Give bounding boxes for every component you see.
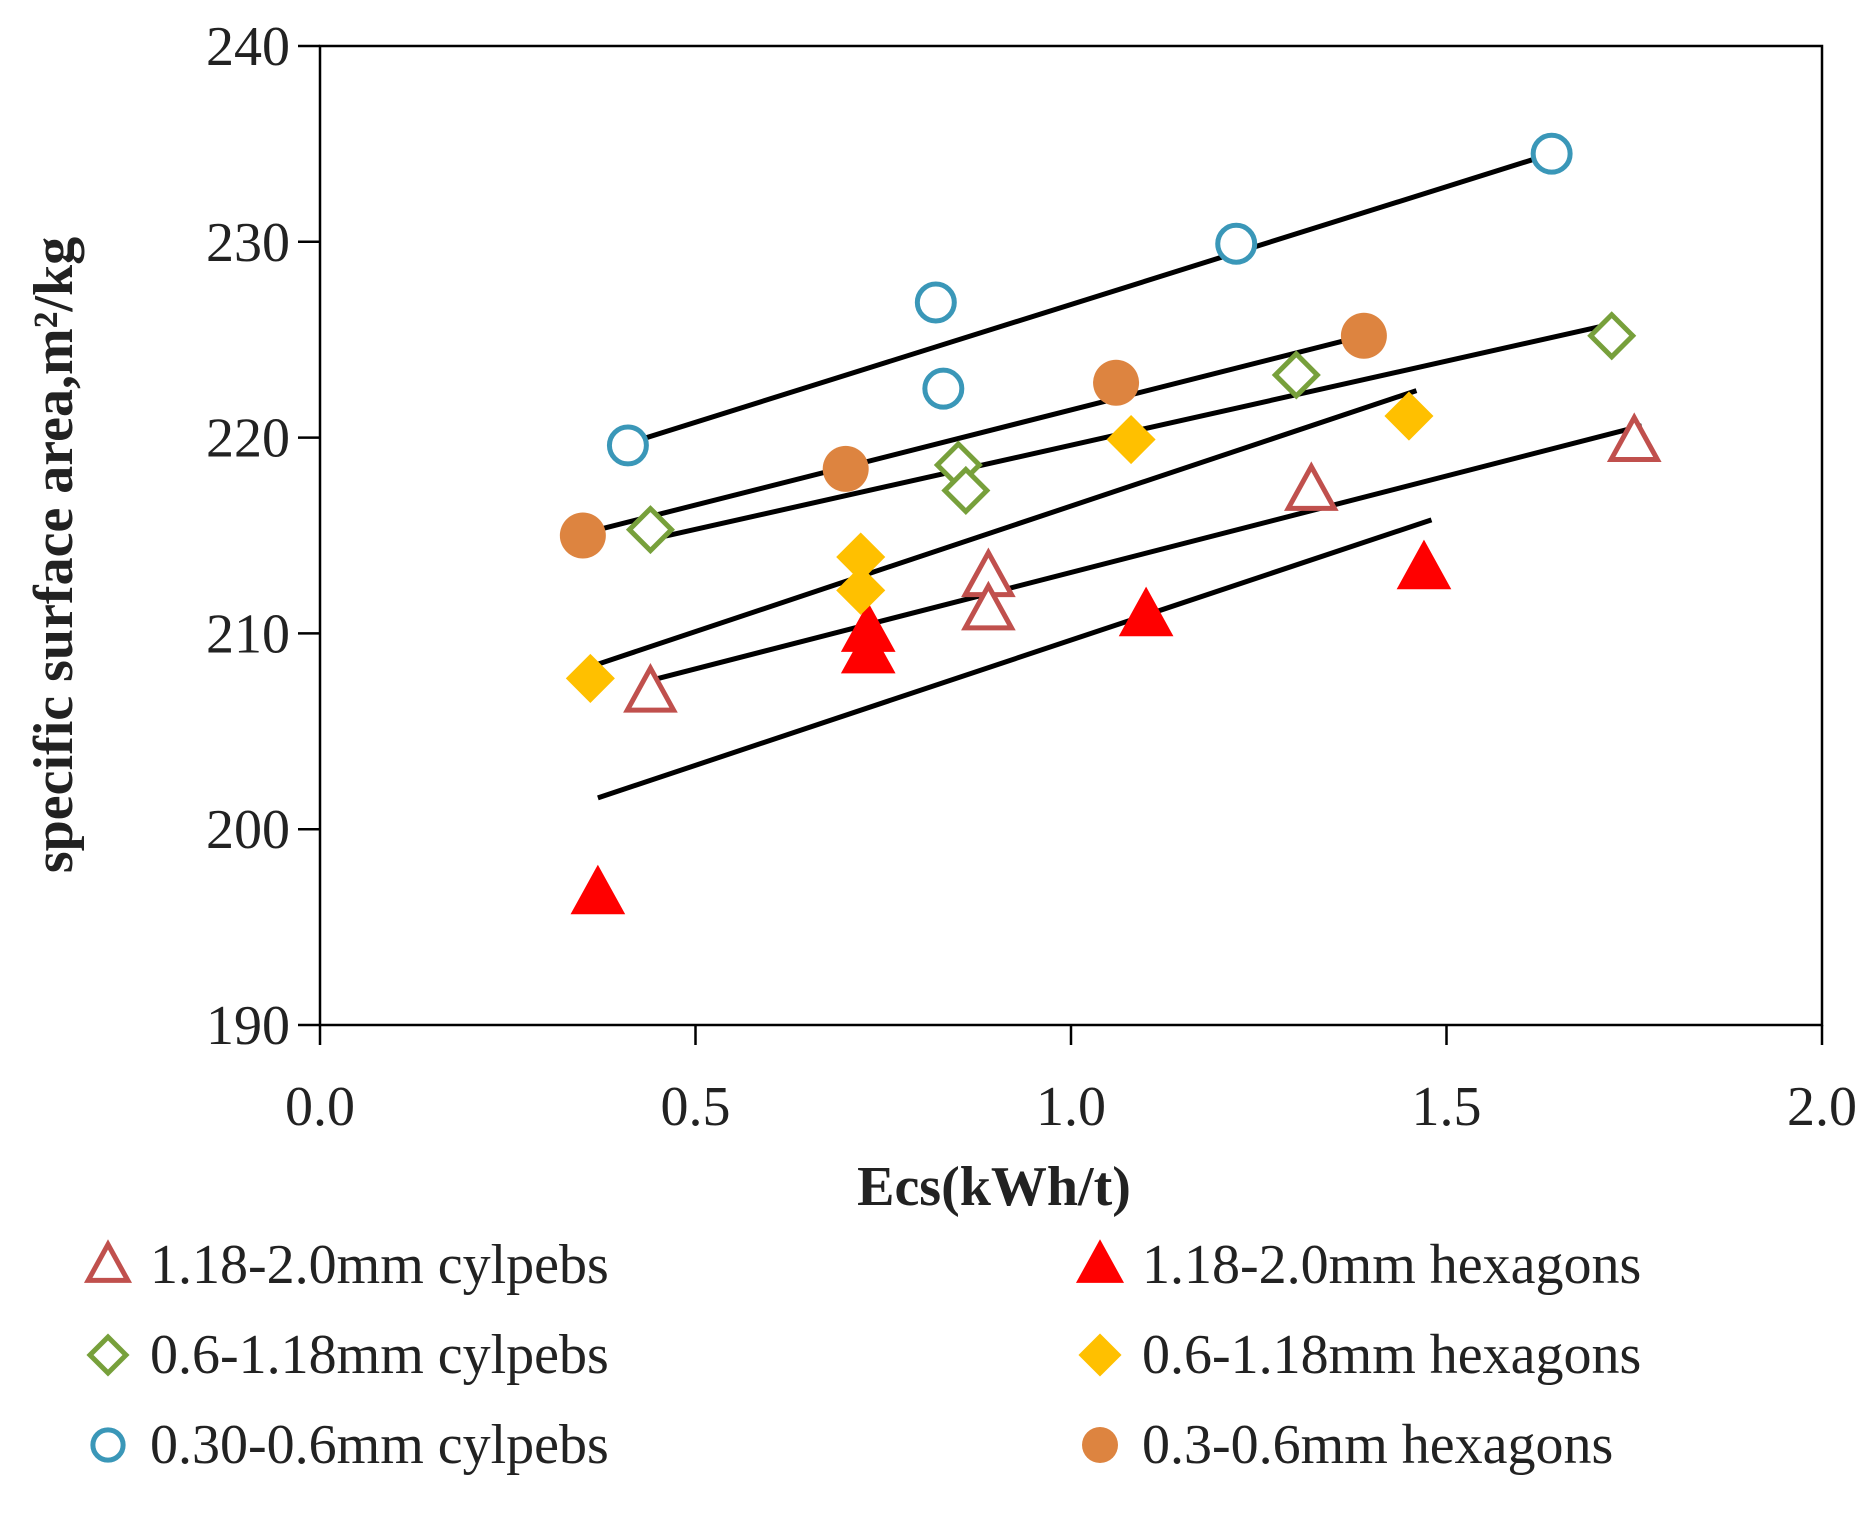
data-point: [1587, 311, 1637, 361]
data-point: [922, 367, 965, 410]
data-point: [941, 465, 991, 516]
y-tick-label: 210: [206, 603, 290, 665]
legend-label: 0.30-0.6mm cylpebs: [150, 1414, 609, 1476]
legend-marker: [1078, 1333, 1122, 1377]
trendline: [627, 151, 1553, 446]
data-point: [1118, 586, 1174, 637]
plot-area: [318, 44, 1824, 1027]
data-point: [822, 445, 869, 492]
legend-marker: [86, 1333, 130, 1377]
data-point: [1384, 391, 1434, 441]
y-axis-title: specific surface area,m²/kg: [23, 237, 85, 873]
data-point: [1530, 132, 1573, 175]
data-point: [625, 505, 675, 555]
trendline: [649, 423, 1643, 683]
data-point: [1215, 222, 1258, 265]
legend-marker: [1082, 1427, 1118, 1463]
data-point: [1093, 359, 1140, 406]
data-point: [836, 565, 886, 615]
trendlines: [582, 151, 1643, 801]
x-tick-label: 1.5: [1412, 1076, 1482, 1138]
trendline: [589, 388, 1418, 670]
legend-marker: [90, 1427, 126, 1463]
y-tick-label: 230: [206, 212, 290, 274]
data-point: [559, 512, 606, 559]
legend-label: 0.3-0.6mm hexagons: [1142, 1414, 1613, 1476]
axis-ticks: 190 200 210 220 230 240 0.0 0.5 1.0 1.5 2.0: [206, 16, 1857, 1138]
data-point: [565, 653, 615, 703]
plot-border: [318, 44, 1824, 1027]
data-point: [1340, 312, 1387, 359]
data-point: [1396, 539, 1452, 590]
data-point: [961, 580, 1016, 631]
data-point: [1283, 461, 1339, 511]
legend-marker: [1075, 1239, 1125, 1283]
legend-marker: [83, 1239, 133, 1283]
x-tick-label: 1.0: [1036, 1076, 1106, 1138]
y-tick-label: 220: [206, 408, 290, 470]
y-tick-label: 200: [206, 799, 290, 861]
trendline: [582, 333, 1365, 536]
x-tick-label: 0.0: [285, 1076, 355, 1138]
data-point: [606, 424, 649, 467]
trendline: [597, 517, 1433, 801]
data-point: [1606, 412, 1662, 462]
data-markers: [559, 132, 1662, 915]
legend: 1.18-2.0mm cylpebs 1.18-2.0mm hexagons 0.6…: [83, 1234, 1641, 1476]
legend-label: 0.6-1.18mm hexagons: [1142, 1324, 1641, 1386]
x-tick-label: 2.0: [1787, 1076, 1857, 1138]
y-tick-label: 240: [206, 16, 290, 78]
data-point: [570, 864, 626, 915]
x-axis-title: Ecs(kWh/t): [857, 1156, 1131, 1218]
data-point: [840, 623, 896, 674]
legend-label: 0.6-1.18mm cylpebs: [150, 1324, 609, 1386]
legend-label: 1.18-2.0mm cylpebs: [150, 1234, 609, 1296]
data-point: [914, 281, 957, 324]
legend-label: 1.18-2.0mm hexagons: [1142, 1234, 1641, 1296]
data-point: [1271, 350, 1321, 400]
y-tick-label: 190: [206, 995, 290, 1057]
data-point: [623, 663, 678, 713]
x-tick-label: 0.5: [661, 1076, 731, 1138]
data-point: [1106, 415, 1156, 465]
